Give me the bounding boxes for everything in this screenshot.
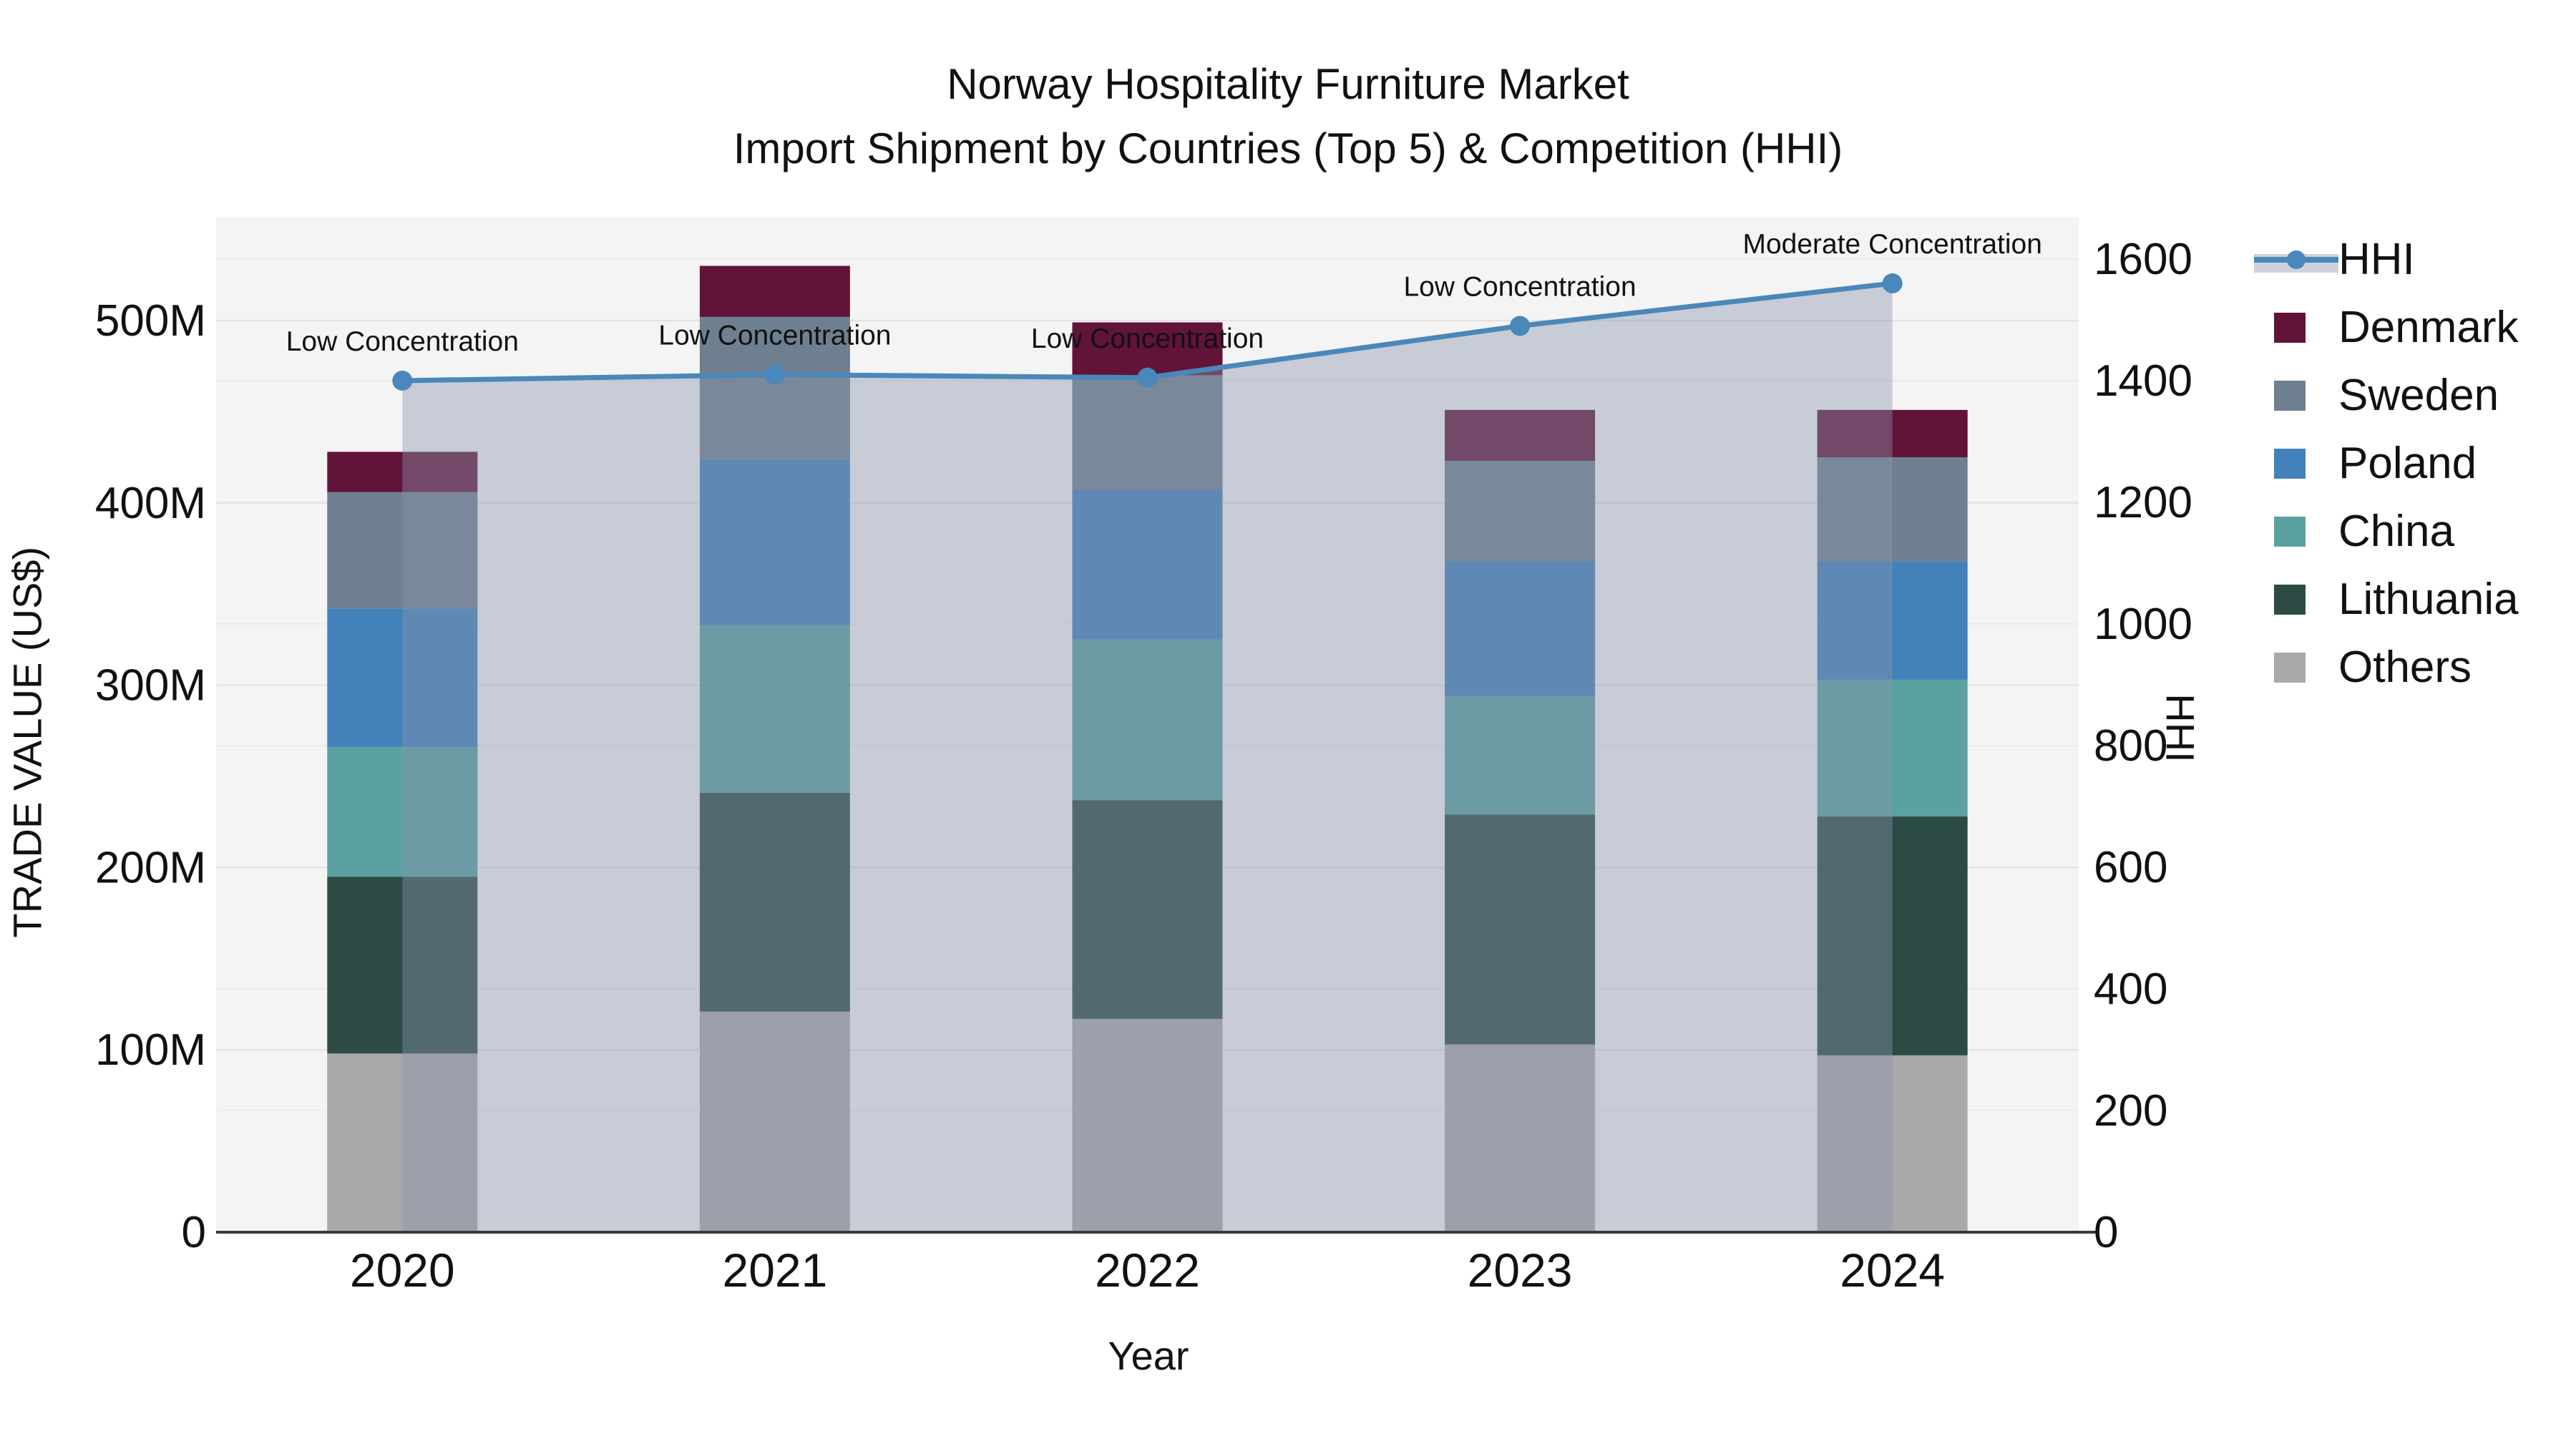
annotation-2022: Low Concentration [1031, 323, 1264, 354]
legend-label-china: China [2338, 507, 2454, 556]
legend-label-poland: Poland [2338, 439, 2477, 488]
right-tick-1600: 1600 [2094, 235, 2192, 284]
left-tick-500M: 500M [95, 296, 206, 346]
x-tick-2021: 2021 [722, 1244, 827, 1297]
bar-china-2023[interactable] [1445, 696, 1596, 815]
legend-item-china[interactable]: China [2254, 497, 2519, 565]
legend-item-hhi[interactable]: HHI [2254, 225, 2519, 293]
right-tick-800: 800 [2094, 721, 2167, 771]
legend-label-others: Others [2338, 643, 2472, 692]
legend: HHI Denmark Sweden Poland China Lithuania Othe… [2254, 225, 2519, 701]
bar-others-2020[interactable] [327, 1053, 478, 1232]
hhi-marker-2022[interactable] [1137, 367, 1158, 388]
x-tick-2023: 2023 [1468, 1244, 1573, 1297]
bar-china-2021[interactable] [699, 625, 850, 793]
left-tick-400M: 400M [95, 479, 206, 528]
legend-swatch-lithuania [2274, 584, 2306, 615]
annotation-2021: Low Concentration [658, 321, 891, 351]
bar-poland-2021[interactable] [699, 459, 850, 625]
right-tick-1400: 1400 [2094, 356, 2192, 406]
bar-poland-2024[interactable] [1817, 561, 1968, 680]
left-tick-300M: 300M [95, 661, 206, 711]
bar-sweden-2020[interactable] [327, 492, 478, 609]
bar-sweden-2021[interactable] [699, 316, 850, 459]
left-tick-0: 0 [182, 1208, 206, 1257]
bar-lithuania-2024[interactable] [1817, 816, 1968, 1055]
bars-layer [327, 265, 1968, 1232]
annotation-2020: Low Concentration [286, 326, 519, 357]
right-tick-200: 200 [2094, 1086, 2167, 1136]
right-tick-600: 600 [2094, 843, 2167, 892]
annotation-2023: Low Concentration [1403, 272, 1636, 303]
bar-denmark-2024[interactable] [1817, 409, 1968, 458]
bar-poland-2020[interactable] [327, 608, 478, 748]
legend-swatch-denmark [2274, 312, 2306, 343]
x-axis-title: Year [1108, 1333, 1189, 1378]
bar-china-2022[interactable] [1072, 639, 1223, 801]
hhi-marker-2023[interactable] [1510, 316, 1531, 336]
hhi-line-icon [2254, 245, 2338, 275]
bar-others-2023[interactable] [1445, 1044, 1596, 1232]
bar-china-2024[interactable] [1817, 679, 1968, 817]
chart-title-line1: Norway Hospitality Furniture Market [947, 60, 1629, 108]
bar-poland-2022[interactable] [1072, 489, 1223, 640]
right-tick-0: 0 [2094, 1208, 2118, 1257]
bar-lithuania-2020[interactable] [327, 877, 478, 1054]
left-axis-title: TRADE VALUE (US$) [4, 546, 50, 938]
legend-swatch-china [2274, 516, 2306, 547]
bar-sweden-2023[interactable] [1445, 461, 1596, 562]
bar-lithuania-2022[interactable] [1072, 800, 1223, 1019]
right-axis-title: HHI [2157, 693, 2203, 763]
bar-lithuania-2023[interactable] [1445, 814, 1596, 1045]
legend-item-denmark[interactable]: Denmark [2254, 293, 2519, 361]
hhi-area-fill [402, 283, 1893, 1232]
bar-lithuania-2021[interactable] [699, 792, 850, 1012]
x-tick-2022: 2022 [1095, 1244, 1200, 1297]
annotation-2024: Moderate Concentration [1742, 229, 2041, 260]
right-tick-1200: 1200 [2094, 478, 2192, 527]
legend-item-sweden[interactable]: Sweden [2254, 361, 2519, 429]
legend-swatch-others [2274, 652, 2306, 683]
bar-denmark-2022[interactable] [1072, 322, 1223, 376]
legend-label-sweden: Sweden [2338, 371, 2499, 420]
bar-china-2020[interactable] [327, 747, 478, 877]
hhi-marker-2020[interactable] [392, 371, 413, 391]
legend-label-lithuania: Lithuania [2338, 575, 2519, 624]
legend-item-others[interactable]: Others [2254, 633, 2519, 701]
legend-label-denmark: Denmark [2338, 303, 2519, 352]
left-tick-200M: 200M [95, 843, 206, 892]
hhi-marker-2021[interactable] [764, 364, 785, 385]
bar-denmark-2021[interactable] [699, 265, 850, 317]
bar-poland-2023[interactable] [1445, 561, 1596, 696]
bar-sweden-2024[interactable] [1817, 457, 1968, 562]
bar-denmark-2023[interactable] [1445, 409, 1596, 462]
bar-others-2022[interactable] [1072, 1018, 1223, 1232]
legend-label-hhi: HHI [2338, 235, 2415, 284]
right-tick-400: 400 [2094, 965, 2167, 1014]
bar-others-2024[interactable] [1817, 1055, 1968, 1232]
bar-sweden-2022[interactable] [1072, 375, 1223, 490]
hhi-marker-2024[interactable] [1882, 273, 1903, 293]
bar-denmark-2020[interactable] [327, 452, 478, 492]
legend-swatch-sweden [2274, 380, 2306, 411]
x-tick-2020: 2020 [350, 1244, 455, 1297]
legend-item-poland[interactable]: Poland [2254, 429, 2519, 497]
bar-others-2021[interactable] [699, 1011, 850, 1232]
left-tick-100M: 100M [95, 1025, 206, 1075]
x-tick-2024: 2024 [1840, 1244, 1945, 1297]
chart-title-line2: Import Shipment by Countries (Top 5) & C… [733, 125, 1843, 172]
legend-swatch-poland [2274, 448, 2306, 479]
right-tick-1000: 1000 [2094, 600, 2192, 649]
legend-item-lithuania[interactable]: Lithuania [2254, 565, 2519, 633]
